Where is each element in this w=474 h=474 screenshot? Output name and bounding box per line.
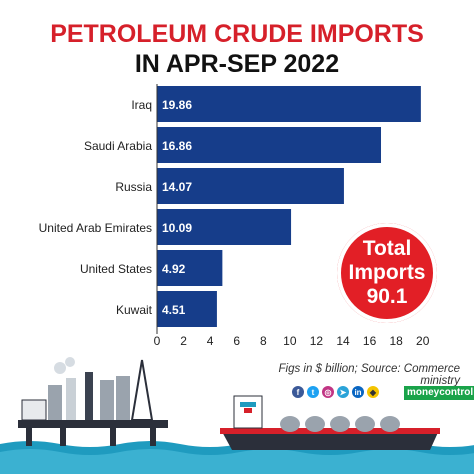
x-tick-label: 6 bbox=[233, 334, 240, 348]
oil-refinery-icon bbox=[18, 357, 168, 446]
x-tick-label: 16 bbox=[363, 334, 377, 348]
footnote: Figs in $ billion; Source: Commerce mini… bbox=[278, 363, 460, 387]
category-label: Iraq bbox=[131, 98, 152, 112]
bar-2 bbox=[157, 168, 344, 204]
badge-line2: Imports bbox=[348, 261, 426, 284]
category-label: United States bbox=[80, 262, 152, 276]
bar-value-label: 16.86 bbox=[162, 139, 192, 153]
oil-tanker-icon bbox=[220, 395, 440, 450]
instagram-icon[interactable]: ◎ bbox=[322, 386, 334, 398]
badge-line1: Total bbox=[362, 237, 412, 260]
bar-3 bbox=[157, 209, 292, 245]
bar-0 bbox=[157, 86, 421, 122]
category-label: Kuwait bbox=[116, 303, 153, 317]
x-tick-label: 12 bbox=[310, 334, 324, 348]
x-tick-label: 0 bbox=[154, 334, 161, 348]
bar-value-label: 4.51 bbox=[162, 303, 186, 317]
sea-wave-light bbox=[0, 449, 474, 474]
x-tick-label: 10 bbox=[283, 334, 297, 348]
chart-title-line2: IN APR-SEP 2022 bbox=[134, 50, 340, 78]
bar-value-label: 14.07 bbox=[162, 180, 192, 194]
bar-5 bbox=[157, 291, 217, 327]
x-tick-label: 8 bbox=[260, 334, 267, 348]
x-tick-label: 4 bbox=[207, 334, 214, 348]
category-label: Saudi Arabia bbox=[84, 139, 152, 153]
total-imports-badge: Total Imports 90.1 bbox=[337, 223, 437, 323]
x-tick-label: 20 bbox=[416, 334, 430, 348]
bar-value-label: 19.86 bbox=[162, 98, 192, 112]
badge-total-value: 90.1 bbox=[366, 285, 408, 308]
x-tick-label: 18 bbox=[389, 334, 403, 348]
telegram-icon[interactable]: ➤ bbox=[337, 386, 349, 398]
bar-1 bbox=[157, 127, 382, 163]
category-label: United Arab Emirates bbox=[39, 221, 152, 235]
x-tick-label: 14 bbox=[336, 334, 350, 348]
bar-4 bbox=[157, 250, 223, 286]
x-tick-label: 2 bbox=[180, 334, 187, 348]
chart-title-line1: PETROLEUM CRUDE IMPORTS bbox=[50, 20, 424, 48]
linkedin-icon[interactable]: in bbox=[352, 386, 364, 398]
social-icons: f t ◎ ➤ in ◆ bbox=[292, 386, 379, 398]
twitter-icon[interactable]: t bbox=[307, 386, 319, 398]
facebook-icon[interactable]: f bbox=[292, 386, 304, 398]
snapchat-icon[interactable]: ◆ bbox=[367, 386, 379, 398]
bar-value-label: 4.92 bbox=[162, 262, 186, 276]
bar-value-label: 10.09 bbox=[162, 221, 192, 235]
category-label: Russia bbox=[115, 180, 152, 194]
brand-logo: moneycontrol bbox=[404, 386, 474, 400]
